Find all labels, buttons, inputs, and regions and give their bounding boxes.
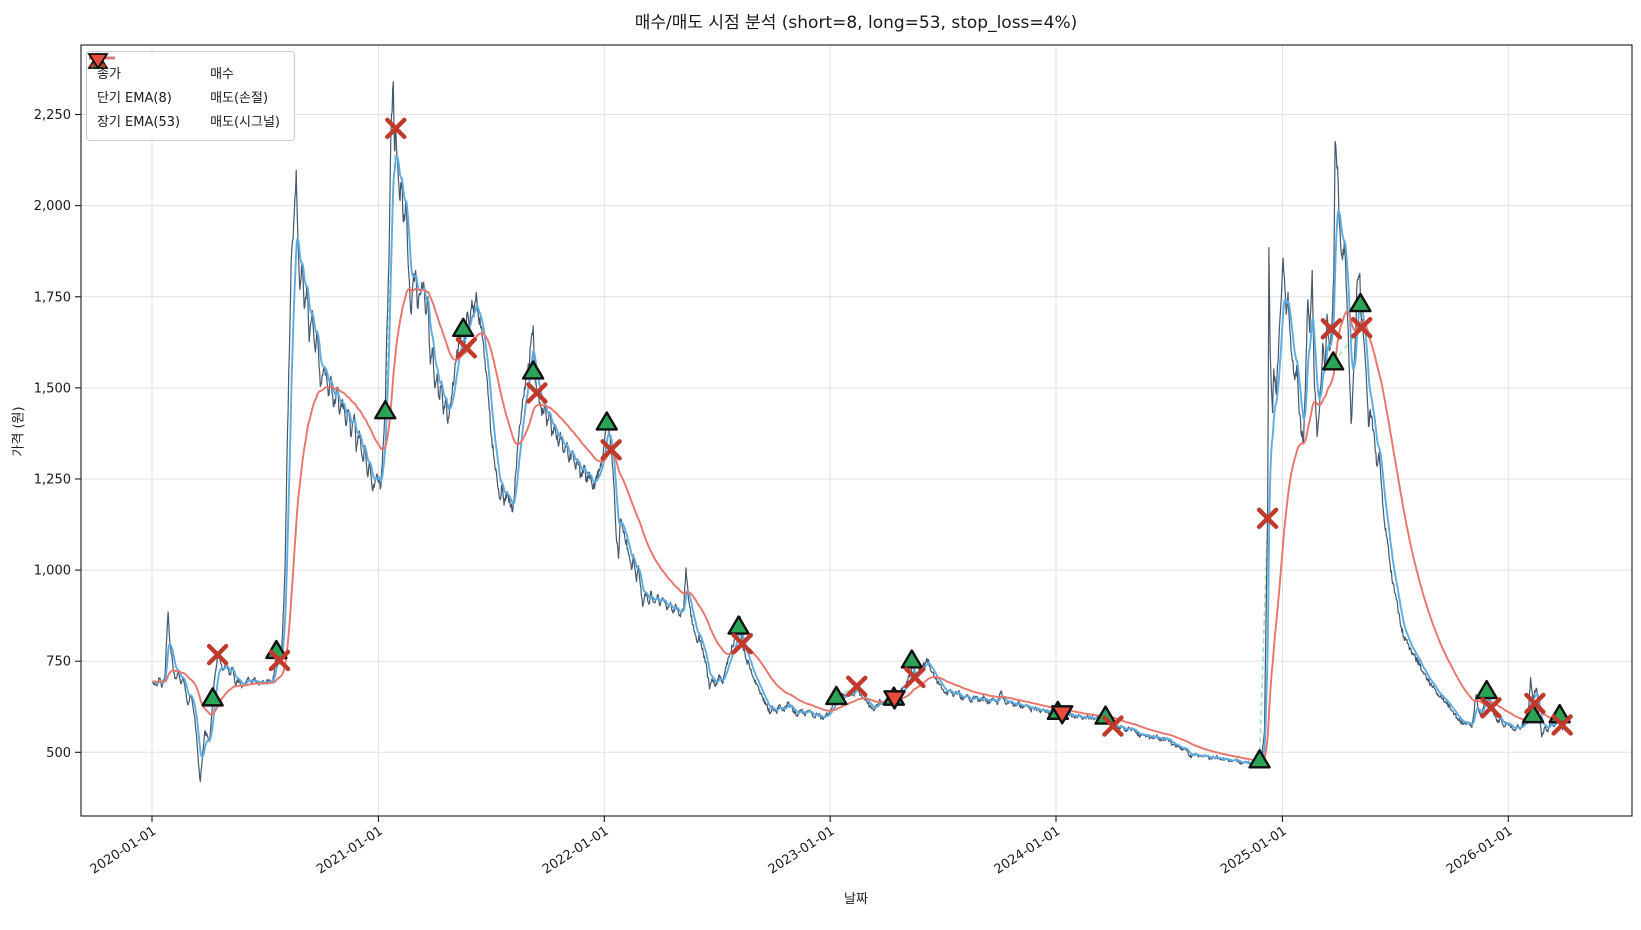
legend-label-sell-signal: 매도(시그널)	[210, 114, 281, 130]
svg-text:2020-01-01: 2020-01-01	[88, 824, 160, 878]
x-axis-label: 날짜	[844, 892, 868, 907]
legend-label-ema-short: 단기 EMA(8)	[97, 90, 172, 106]
legend-item-sell-signal: 매도(시그널)	[87, 53, 281, 130]
legend-label-buy: 매수	[210, 66, 234, 82]
sell-signal-triangle-icon	[87, 53, 109, 70]
legend-item-ema-short: 단기 EMA(8)	[89, 56, 180, 106]
legend-label-ema-long: 장기 EMA(53)	[97, 114, 181, 130]
svg-text:2021-01-01: 2021-01-01	[314, 824, 386, 878]
svg-text:2025-01-01: 2025-01-01	[1218, 824, 1290, 878]
legend-item-ema-long: 장기 EMA(53)	[89, 56, 181, 130]
legend-label-close: 종가	[97, 66, 121, 82]
svg-text:2026-01-01: 2026-01-01	[1444, 824, 1516, 878]
svg-text:750: 750	[46, 655, 71, 670]
legend-label-sell-stop: 매도(손절)	[210, 90, 269, 106]
svg-text:2,000: 2,000	[34, 199, 71, 214]
svg-text:1,250: 1,250	[34, 472, 71, 487]
legend-item-close: 종가	[89, 56, 180, 82]
svg-text:2023-01-01: 2023-01-01	[766, 824, 838, 878]
svg-text:1,000: 1,000	[34, 564, 71, 579]
legend-item-sell-stop: 매도(손절)	[89, 53, 280, 106]
chart-title: 매수/매도 시점 분석 (short=8, long=53, stop_loss…	[634, 13, 1078, 33]
legend: 종가 단기 EMA(8) 장기 EMA(53) 매수 매도(손절) 매도(시그널…	[86, 51, 296, 141]
legend-item-buy: 매수	[87, 52, 280, 82]
svg-text:1,750: 1,750	[34, 290, 71, 305]
svg-text:2,250: 2,250	[34, 108, 71, 123]
y-axis-label: 가격 (원)	[11, 406, 27, 457]
svg-text:1,500: 1,500	[34, 381, 71, 396]
svg-text:2022-01-01: 2022-01-01	[540, 824, 612, 878]
svg-text:500: 500	[46, 746, 71, 761]
svg-text:2024-01-01: 2024-01-01	[992, 824, 1064, 878]
